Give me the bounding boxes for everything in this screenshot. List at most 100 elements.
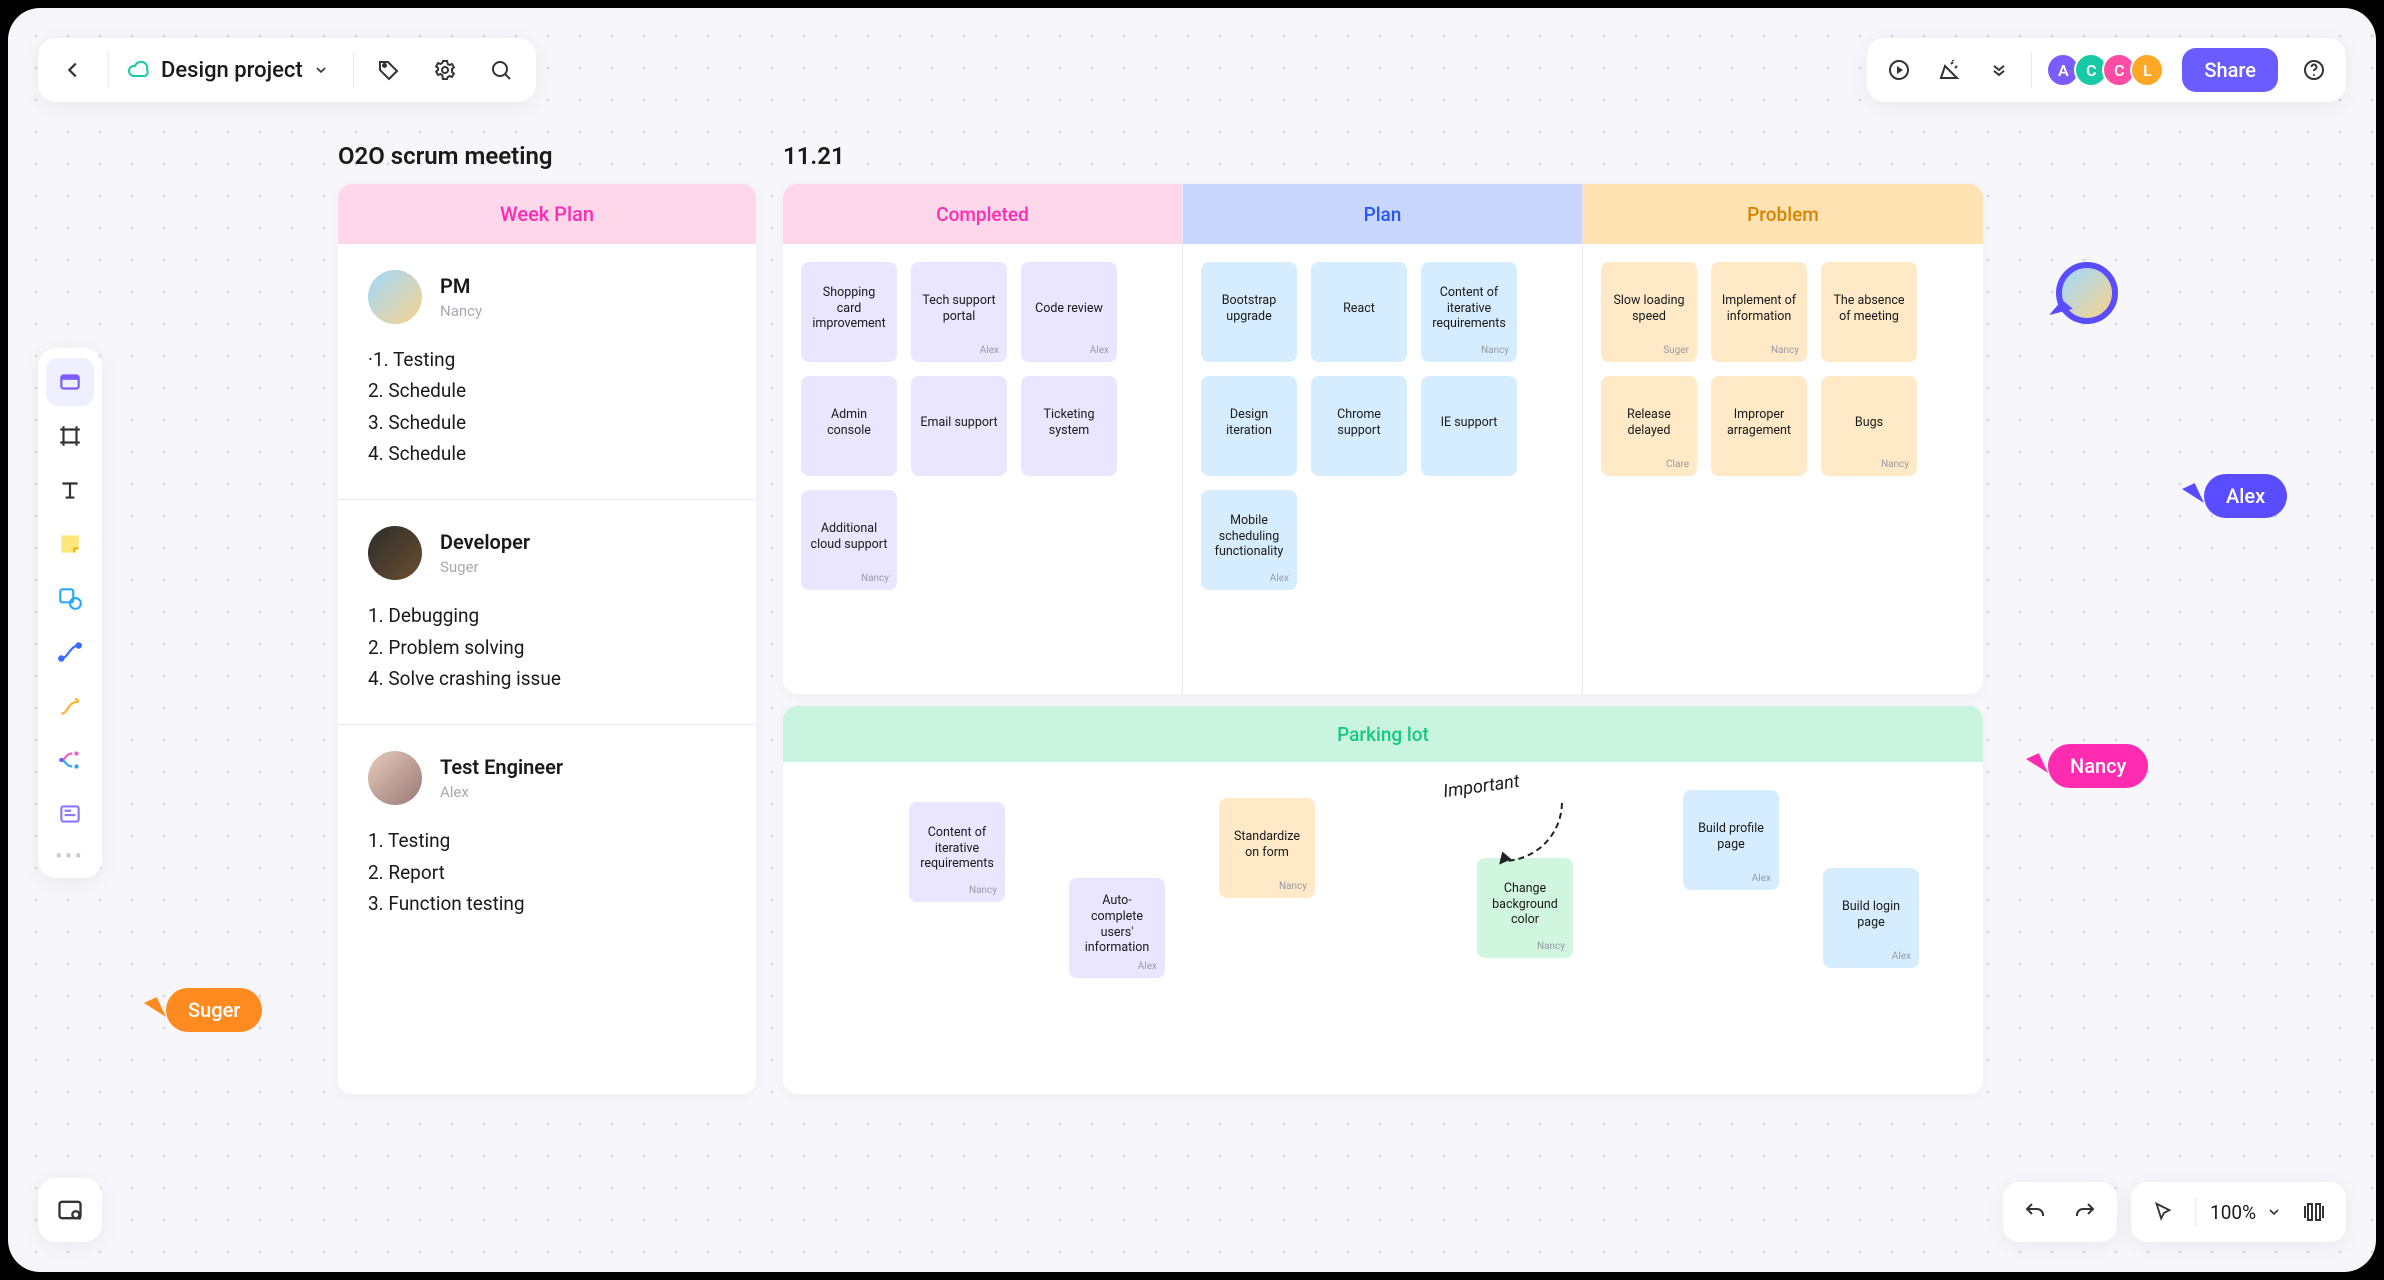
sticky-text: Slow loading speed	[1609, 272, 1689, 345]
chevron-down-icon	[313, 62, 329, 78]
redo-button[interactable]	[2063, 1190, 2107, 1234]
sticky-note[interactable]: Code review Alex	[1021, 262, 1117, 362]
tool-rail: •••	[38, 348, 102, 878]
project-name: Design project	[161, 58, 303, 83]
sticky-note[interactable]: React	[1311, 262, 1407, 362]
role-avatar	[368, 270, 422, 324]
settings-button[interactable]	[420, 45, 470, 95]
sticky-note[interactable]: Design iteration	[1201, 376, 1297, 476]
role-avatar	[368, 751, 422, 805]
tool-more[interactable]: •••	[55, 844, 84, 868]
sticky-text: React	[1319, 272, 1399, 345]
role-item: ·1. Testing	[368, 344, 726, 375]
search-button[interactable]	[476, 45, 526, 95]
sticky-text: Content of iterative requirements	[1429, 272, 1509, 345]
undo-button[interactable]	[2013, 1190, 2057, 1234]
sticky-note[interactable]: Content of iterative requirements Nancy	[1421, 262, 1517, 362]
sticky-note[interactable]: Mobile scheduling functionality Alex	[1201, 490, 1297, 590]
sticky-note[interactable]: Chrome support	[1311, 376, 1407, 476]
tool-select[interactable]	[46, 358, 94, 406]
sticky-note[interactable]: Email support	[911, 376, 1007, 476]
sticky-text: The absence of meeting	[1829, 272, 1909, 345]
cursor-label: Alex	[2204, 474, 2287, 518]
tool-sticky-note[interactable]	[46, 520, 94, 568]
sticky-note[interactable]: Auto-complete users' information Alex	[1069, 878, 1165, 978]
fit-view-button[interactable]	[2292, 1190, 2336, 1234]
parking-lot-panel[interactable]: Parking lot Important Content of iterati…	[783, 706, 1983, 1094]
sticky-author	[809, 459, 889, 470]
zoom-level[interactable]: 100%	[2206, 1201, 2260, 1224]
sticky-author	[1209, 459, 1289, 470]
notes-area[interactable]: Shopping card improvement Tech support p…	[783, 244, 1182, 694]
sticky-note[interactable]: The absence of meeting	[1821, 262, 1917, 362]
sticky-text: Build login page	[1831, 878, 1911, 951]
help-button[interactable]	[2292, 48, 2336, 92]
sticky-note[interactable]: Slow loading speed Suger	[1601, 262, 1697, 362]
sticky-note[interactable]: Implement of information Nancy	[1711, 262, 1807, 362]
sticky-text: Shopping card improvement	[809, 272, 889, 345]
sticky-text: Implement of information	[1719, 272, 1799, 345]
cursor-nancy: Nancy	[2030, 744, 2148, 788]
toolbar-divider	[108, 52, 109, 88]
sticky-text: Release delayed	[1609, 386, 1689, 459]
notes-area[interactable]: Slow loading speed SugerImplement of inf…	[1583, 244, 1983, 694]
sticky-note[interactable]: Bootstrap upgrade	[1201, 262, 1297, 362]
sticky-note[interactable]: Admin console	[801, 376, 897, 476]
tool-text[interactable]	[46, 466, 94, 514]
sticky-text: Improper arragement	[1719, 386, 1799, 459]
tag-button[interactable]	[364, 45, 414, 95]
role-item: 1. Testing	[368, 825, 726, 856]
sticky-author: Nancy	[809, 573, 889, 584]
sticky-author	[1429, 459, 1509, 470]
collaborator-avatar[interactable]: L	[2130, 53, 2164, 87]
sticky-note[interactable]: Build login page Alex	[1823, 868, 1919, 968]
sticky-author: Clare	[1609, 459, 1689, 470]
column-header: Problem	[1583, 184, 1983, 244]
tool-pen[interactable]	[46, 682, 94, 730]
sticky-note[interactable]: Tech support portal Alex	[911, 262, 1007, 362]
sticky-text: Design iteration	[1209, 386, 1289, 459]
cursor-mode-button[interactable]	[2141, 1190, 2185, 1234]
notes-area[interactable]: Bootstrap upgrade React Content of itera…	[1183, 244, 1582, 694]
sticky-note[interactable]: Content of iterative requirements Nancy	[909, 802, 1005, 902]
board-column[interactable]: ProblemSlow loading speed SugerImplement…	[1583, 184, 1983, 694]
share-button[interactable]: Share	[2182, 48, 2278, 92]
sticky-note[interactable]: Standardize on form Nancy	[1219, 798, 1315, 898]
tool-component[interactable]	[46, 790, 94, 838]
sticky-note[interactable]: Ticketing system	[1021, 376, 1117, 476]
sticky-note[interactable]: Change background color Nancy	[1477, 858, 1573, 958]
tool-connector[interactable]	[46, 628, 94, 676]
board-column[interactable]: PlanBootstrap upgrade React Content of i…	[1183, 184, 1583, 694]
tool-shape[interactable]	[46, 574, 94, 622]
role-person-name: Alex	[440, 783, 563, 801]
minimap-button[interactable]	[38, 1178, 102, 1242]
board-column[interactable]: CompletedShopping card improvement Tech …	[783, 184, 1183, 694]
sticky-author	[1029, 459, 1109, 470]
tool-frame[interactable]	[46, 412, 94, 460]
week-plan-panel[interactable]: Week Plan PM Nancy ·1. Testing2. Schedul…	[338, 184, 756, 1094]
sticky-author: Nancy	[1429, 345, 1509, 356]
sticky-note[interactable]: Improper arragement	[1711, 376, 1807, 476]
tool-mindmap[interactable]	[46, 736, 94, 784]
sticky-note[interactable]: Bugs Nancy	[1821, 376, 1917, 476]
role-block: PM Nancy ·1. Testing2. Schedule3. Schedu…	[338, 244, 756, 499]
sticky-note[interactable]: Release delayed Clare	[1601, 376, 1697, 476]
collaborator-avatars[interactable]: ACCL	[2042, 53, 2168, 87]
scrum-board[interactable]: CompletedShopping card improvement Tech …	[783, 184, 1983, 1094]
back-button[interactable]	[48, 45, 98, 95]
sticky-note[interactable]: Additional cloud support Nancy	[801, 490, 897, 590]
project-switcher[interactable]: Design project	[119, 45, 343, 95]
sticky-note[interactable]: Shopping card improvement	[801, 262, 897, 362]
role-block: Developer Suger 1. Debugging2. Problem s…	[338, 499, 756, 724]
sticky-author	[919, 459, 999, 470]
sticky-author: Alex	[919, 345, 999, 356]
present-button[interactable]	[1877, 48, 1921, 92]
view-group: 100%	[2131, 1182, 2346, 1242]
role-item: 1. Debugging	[368, 600, 726, 631]
magic-button[interactable]	[1927, 48, 1971, 92]
sticky-note[interactable]: IE support	[1421, 376, 1517, 476]
more-chevron-button[interactable]	[1977, 48, 2021, 92]
sticky-text: Change background color	[1485, 868, 1565, 941]
sticky-note[interactable]: Build profile page Alex	[1683, 790, 1779, 890]
role-item: 3. Schedule	[368, 407, 726, 438]
